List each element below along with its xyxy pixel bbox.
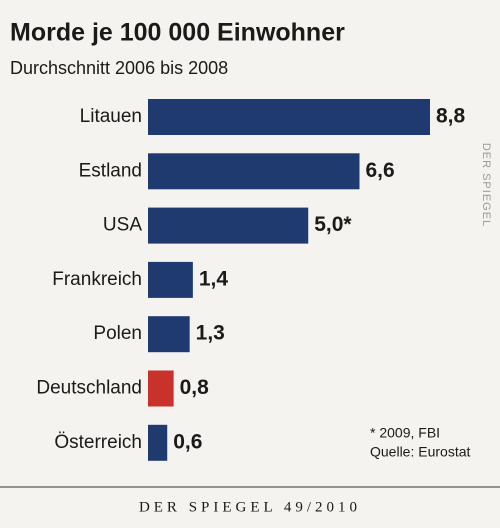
value-label: 1,4 (199, 267, 229, 290)
category-label: Deutschland (36, 378, 142, 399)
category-label: Estland (79, 160, 142, 181)
bar (148, 424, 168, 461)
category-label: Litauen (80, 106, 142, 127)
bar (148, 153, 360, 190)
annotation: * 2009, FBI (370, 425, 440, 441)
category-label: Polen (93, 323, 142, 344)
category-label: Frankreich (52, 269, 142, 290)
footer: DER SPIEGEL 49/2010 (139, 499, 361, 515)
watermark: DER SPIEGEL (480, 143, 492, 227)
annotation: Quelle: Eurostat (370, 444, 470, 460)
bar (148, 316, 190, 353)
value-label: 0,6 (173, 430, 202, 453)
chart-title: Morde je 100 000 Einwohner (10, 19, 345, 47)
value-label: 8,8 (436, 105, 466, 128)
value-label: 1,3 (196, 322, 225, 345)
value-label: 6,6 (366, 159, 395, 182)
value-label: 5,0* (314, 213, 352, 236)
category-label: USA (103, 215, 142, 236)
category-label: Österreich (54, 432, 142, 453)
chart-subtitle: Durchschnitt 2006 bis 2008 (10, 58, 228, 78)
value-label: 0,8 (180, 376, 210, 399)
bar (148, 207, 309, 244)
bar (148, 261, 193, 298)
bar (148, 370, 174, 407)
bar (148, 99, 430, 135)
